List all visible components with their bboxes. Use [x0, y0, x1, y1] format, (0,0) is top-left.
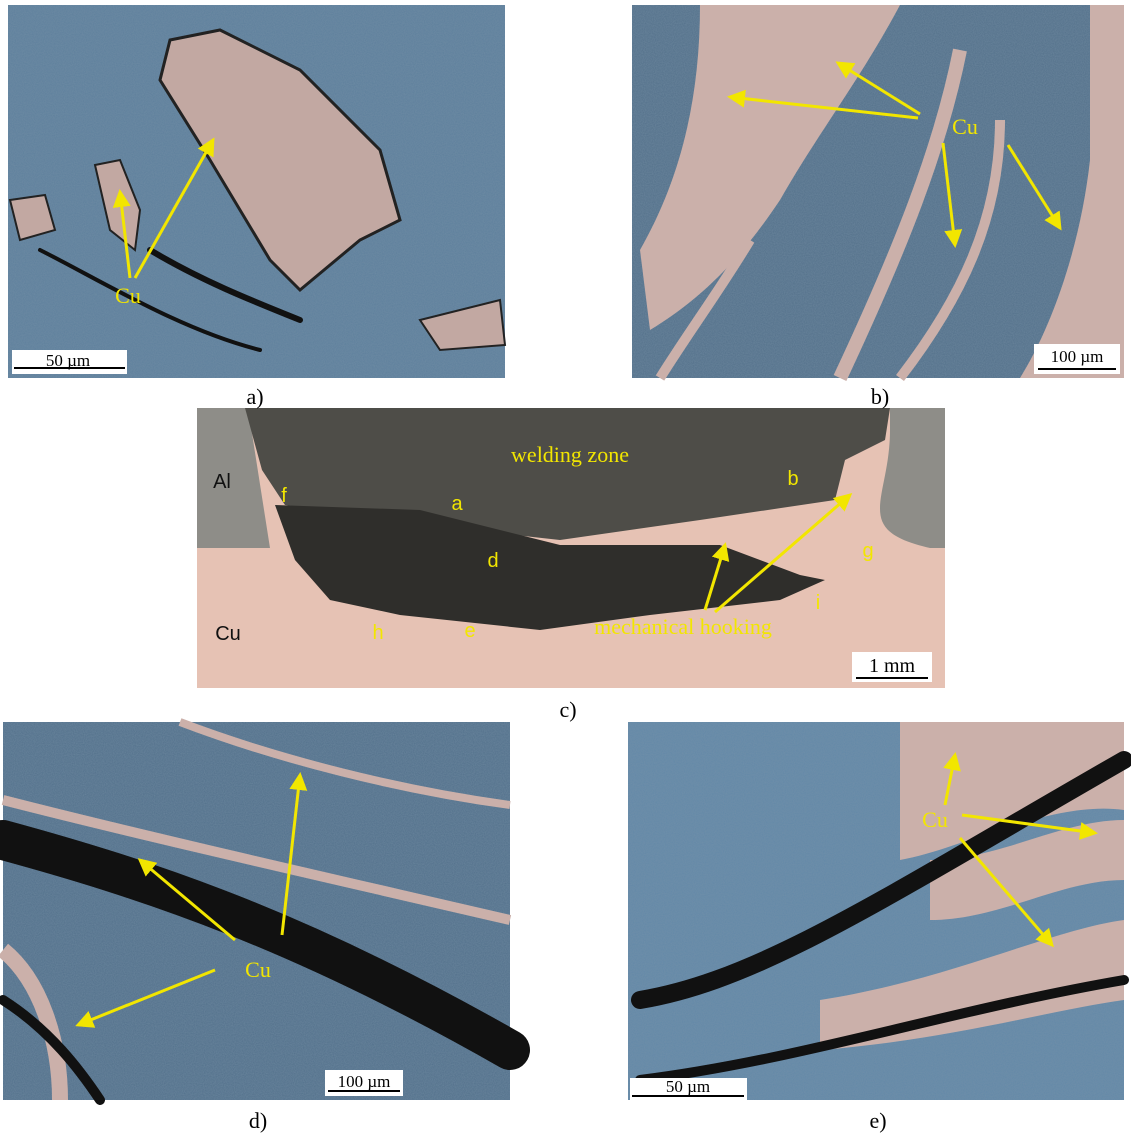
label: Cu — [115, 283, 141, 308]
panel-caption: a) — [246, 384, 263, 409]
label: Al — [213, 471, 231, 493]
panel-caption: b) — [871, 384, 889, 409]
panel-d — [3, 722, 510, 1100]
panel-caption: d) — [249, 1108, 267, 1133]
scale-bar-label: 100 µm — [338, 1072, 391, 1091]
label: e — [464, 620, 475, 642]
label: Cu — [215, 623, 241, 645]
label: mechanical hooking — [594, 614, 772, 639]
label: b — [787, 468, 798, 490]
panel-b — [632, 5, 1124, 378]
scale-bar-label: 50 µm — [666, 1077, 710, 1096]
panel-caption: e) — [869, 1108, 886, 1133]
figure: Cu 50 µm a) Cu 100 µm b) Al Cu welding z… — [0, 0, 1131, 1140]
label: i — [816, 592, 820, 614]
scale-bar-label: 50 µm — [46, 351, 90, 370]
page: Cu 50 µm a) Cu 100 µm b) Al Cu welding z… — [0, 0, 1131, 1140]
label: g — [862, 540, 873, 562]
label: Cu — [922, 807, 948, 832]
label: welding zone — [511, 442, 629, 467]
panel-a — [8, 5, 505, 378]
panel-e — [628, 722, 1124, 1100]
label: a — [451, 493, 463, 515]
label: f — [281, 485, 287, 507]
scale-bar-label: 1 mm — [869, 655, 916, 677]
label: Cu — [952, 114, 978, 139]
label: d — [487, 550, 498, 572]
label: h — [372, 622, 383, 644]
scale-bar-label: 100 µm — [1051, 347, 1104, 366]
panel-caption: c) — [559, 697, 576, 722]
label: Cu — [245, 957, 271, 982]
